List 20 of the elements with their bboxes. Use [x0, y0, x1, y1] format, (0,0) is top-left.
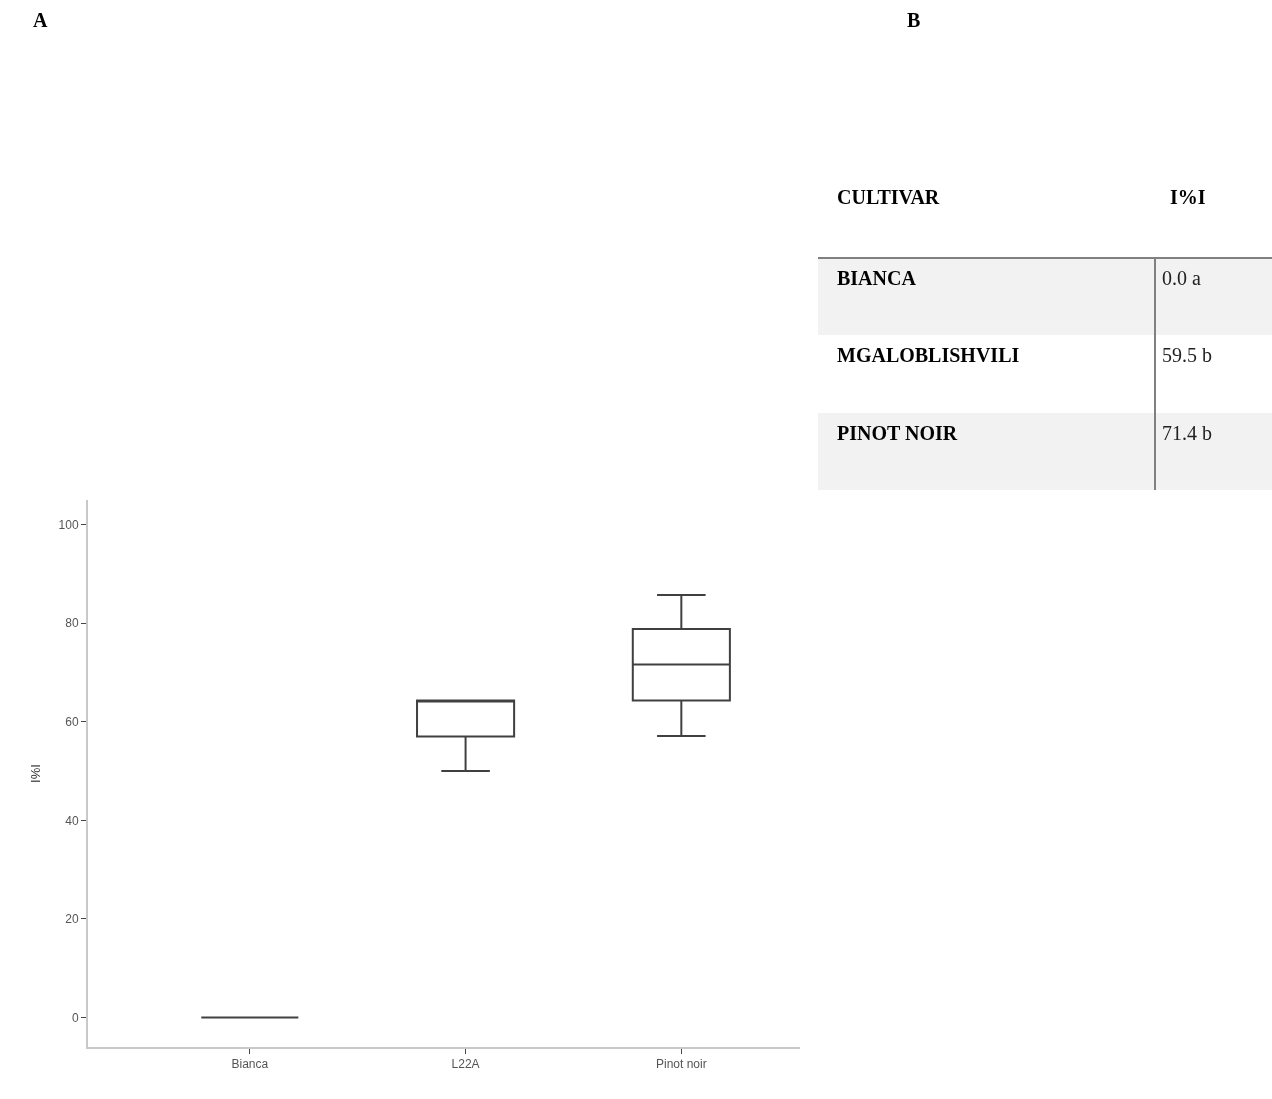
- x-tick-label: Bianca: [231, 1057, 269, 1072]
- y-tick-label: 80: [65, 616, 79, 631]
- category-label: PINOT NOIR: [837, 422, 958, 444]
- text: 59.5 b: [1162, 344, 1212, 366]
- category-label: BIANCA: [837, 267, 917, 289]
- y-tick-label: 0: [71, 1010, 79, 1025]
- text: CULTIVAR: [837, 186, 940, 208]
- text: I%I: [1170, 186, 1206, 208]
- text: B: [907, 9, 921, 31]
- text: 71.4 b: [1162, 422, 1212, 444]
- text: 0.0 a: [1162, 267, 1201, 289]
- y-tick-label: 100: [58, 517, 79, 532]
- x-tick-label: L22A: [451, 1057, 480, 1072]
- y-tick-label: 60: [65, 714, 79, 729]
- category-label: MGALOBLISHVILI: [837, 344, 1020, 366]
- y-tick-label: 20: [65, 912, 79, 927]
- y-axis-title: I%I: [28, 764, 44, 783]
- chart-title: A: [33, 9, 48, 31]
- x-tick-label: Pinot noir: [655, 1057, 707, 1072]
- y-tick-label: 40: [65, 813, 79, 828]
